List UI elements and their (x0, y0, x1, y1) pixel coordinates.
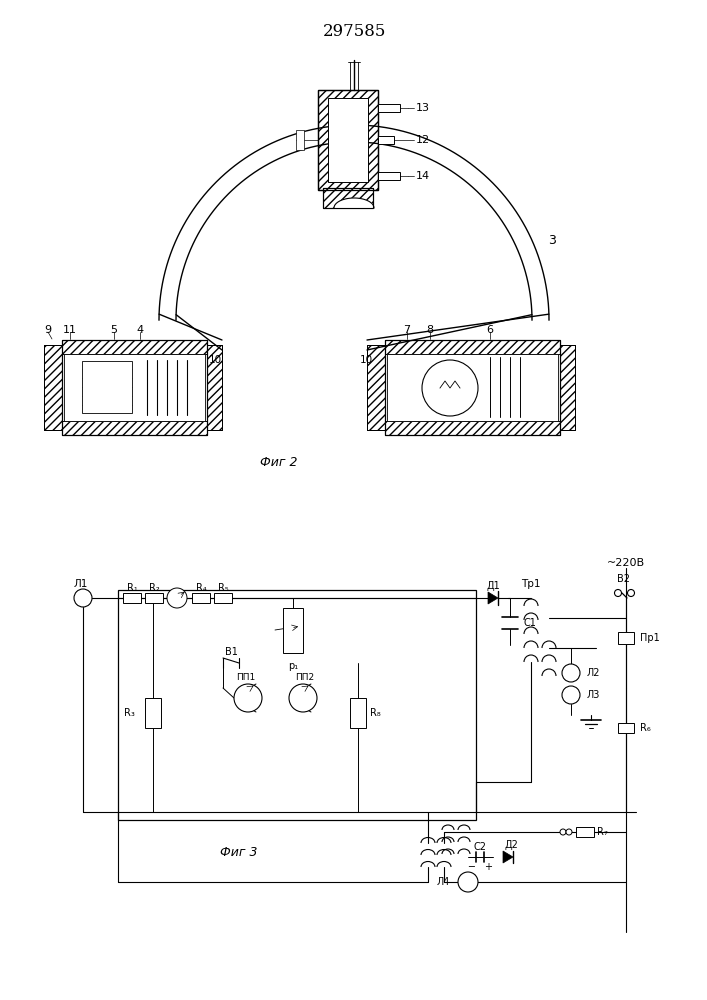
Bar (385, 421, 560, 435)
Text: Тр1: Тр1 (521, 579, 541, 589)
Bar (618, 632, 634, 644)
Bar (296, 130, 304, 150)
Bar (44, 345, 62, 430)
Text: +: + (484, 862, 492, 872)
Bar (123, 593, 141, 603)
Bar (62, 421, 207, 435)
Bar (318, 90, 378, 190)
Text: R₃: R₃ (124, 708, 135, 718)
Bar (62, 340, 207, 354)
Bar (378, 136, 394, 144)
Circle shape (458, 872, 478, 892)
Text: Д1: Д1 (486, 581, 500, 591)
Text: ПП1: ПП1 (236, 674, 256, 682)
Text: 7: 7 (404, 325, 411, 335)
Bar (385, 340, 560, 435)
Bar (387, 354, 558, 421)
Bar (323, 188, 373, 208)
Text: C1: C1 (524, 618, 537, 628)
Text: R₅: R₅ (218, 583, 228, 593)
Text: R₁: R₁ (127, 583, 137, 593)
Text: 10: 10 (360, 355, 373, 365)
Polygon shape (488, 592, 498, 604)
Text: 297585: 297585 (322, 23, 386, 40)
Text: Л4: Л4 (437, 877, 450, 887)
Text: R₈: R₈ (370, 708, 381, 718)
Circle shape (628, 589, 634, 596)
Circle shape (74, 589, 92, 607)
Text: Л2: Л2 (587, 668, 600, 678)
Text: 10: 10 (209, 355, 222, 365)
Text: R₄: R₄ (196, 583, 206, 593)
Text: ─: ─ (468, 862, 474, 872)
Text: 4: 4 (136, 325, 144, 335)
Circle shape (422, 360, 478, 416)
Text: ПП2: ПП2 (296, 674, 315, 682)
Bar (62, 340, 207, 435)
Text: 13: 13 (416, 103, 430, 113)
Text: 6: 6 (486, 325, 493, 335)
Bar (44, 345, 62, 430)
Bar (576, 827, 594, 837)
Bar (385, 340, 560, 354)
Bar (82, 361, 132, 413)
Bar (378, 104, 400, 112)
Circle shape (562, 686, 580, 704)
Text: Д2: Д2 (504, 840, 518, 850)
Text: Фиг 2: Фиг 2 (260, 456, 298, 468)
Text: 8: 8 (426, 325, 433, 335)
Text: Л3: Л3 (587, 690, 600, 700)
Bar (145, 593, 163, 603)
Polygon shape (503, 851, 513, 863)
Bar (145, 698, 161, 728)
Bar (328, 98, 368, 182)
Text: Л1: Л1 (74, 579, 88, 589)
Text: 3: 3 (548, 233, 556, 246)
Bar (207, 345, 222, 430)
Text: 11: 11 (63, 325, 77, 335)
Bar (323, 188, 373, 208)
Text: 12: 12 (416, 135, 430, 145)
Bar (207, 345, 222, 430)
Bar (367, 345, 385, 430)
Text: р₁: р₁ (288, 661, 298, 671)
Circle shape (167, 588, 187, 608)
Text: 9: 9 (45, 325, 52, 335)
Circle shape (614, 589, 621, 596)
Text: Фиг 3: Фиг 3 (220, 846, 257, 858)
Text: ~220В: ~220В (607, 558, 645, 568)
Bar (118, 590, 476, 820)
Bar (367, 345, 385, 430)
Bar (560, 345, 575, 430)
Text: 5: 5 (110, 325, 117, 335)
Circle shape (560, 829, 566, 835)
Bar (214, 593, 232, 603)
Bar (378, 172, 400, 180)
Text: 14: 14 (416, 171, 430, 181)
Text: R₆: R₆ (640, 723, 650, 733)
Circle shape (562, 664, 580, 682)
Text: В2: В2 (617, 574, 631, 584)
Text: R₂: R₂ (148, 583, 159, 593)
Text: Пр1: Пр1 (640, 633, 660, 643)
Circle shape (289, 684, 317, 712)
Bar (283, 608, 303, 653)
Text: R₇: R₇ (597, 827, 608, 837)
Bar (560, 345, 575, 430)
Bar (350, 698, 366, 728)
Circle shape (234, 684, 262, 712)
Circle shape (566, 829, 572, 835)
Bar (64, 354, 205, 421)
Bar (618, 723, 634, 733)
Bar (318, 90, 378, 190)
Text: С2: С2 (474, 842, 486, 852)
Bar (192, 593, 210, 603)
Text: В1: В1 (225, 647, 238, 657)
